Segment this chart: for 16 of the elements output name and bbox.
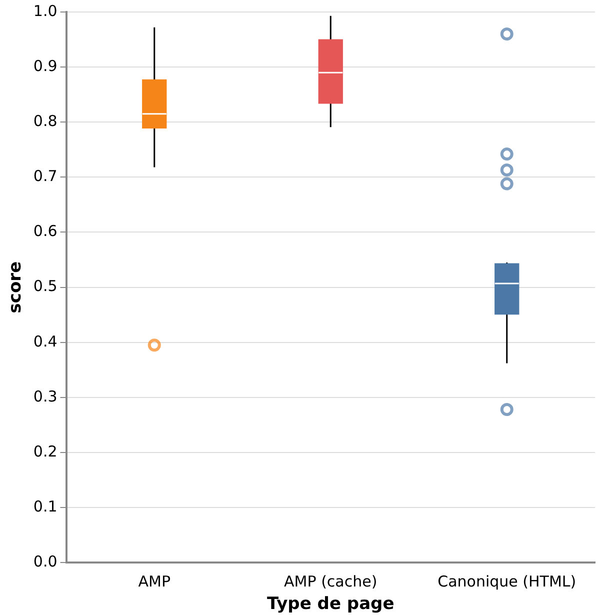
y-tick-label: 0.9 [33, 56, 58, 75]
y-tick-label: 0.7 [33, 167, 58, 186]
y-tick-label: 0.8 [33, 112, 58, 130]
y-tick-label: 0.3 [33, 387, 58, 406]
x-axis-title: Type de page [267, 594, 394, 614]
y-tick-label: 0.1 [33, 497, 58, 516]
y-tick-label: 0.4 [33, 332, 58, 350]
y-tick-label: 0.2 [33, 442, 58, 460]
x-tick-label: AMP (cache) [284, 572, 378, 590]
x-tick-label: AMP [138, 572, 171, 590]
y-tick-label: 1.0 [33, 2, 58, 20]
y-axis-title: score [6, 261, 26, 314]
y-tick-label: 0.5 [33, 277, 58, 296]
y-tick-label: 0.6 [33, 222, 58, 240]
y-tick-label: 0.0 [33, 552, 58, 570]
x-tick-label: Canonique (HTML) [438, 572, 576, 590]
